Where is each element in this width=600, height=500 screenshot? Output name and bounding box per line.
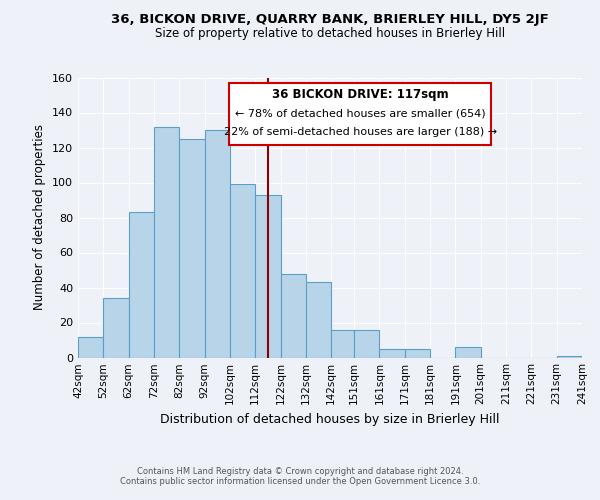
Text: Contains public sector information licensed under the Open Government Licence 3.: Contains public sector information licen…: [120, 477, 480, 486]
X-axis label: Distribution of detached houses by size in Brierley Hill: Distribution of detached houses by size …: [160, 413, 500, 426]
Bar: [103, 298, 128, 358]
Text: 36 BICKON DRIVE: 117sqm: 36 BICKON DRIVE: 117sqm: [272, 88, 449, 101]
Bar: [128, 212, 154, 358]
Bar: [179, 138, 205, 358]
Text: ← 78% of detached houses are smaller (654): ← 78% of detached houses are smaller (65…: [235, 109, 485, 119]
Text: 36, BICKON DRIVE, QUARRY BANK, BRIERLEY HILL, DY5 2JF: 36, BICKON DRIVE, QUARRY BANK, BRIERLEY …: [111, 12, 549, 26]
Bar: [455, 347, 481, 358]
Y-axis label: Number of detached properties: Number of detached properties: [34, 124, 46, 310]
Text: Contains HM Land Registry data © Crown copyright and database right 2024.: Contains HM Land Registry data © Crown c…: [137, 467, 463, 476]
Bar: [78, 336, 103, 357]
Bar: [354, 330, 379, 357]
Bar: [230, 184, 255, 358]
Text: 22% of semi-detached houses are larger (188) →: 22% of semi-detached houses are larger (…: [224, 128, 497, 138]
Bar: [379, 349, 405, 358]
Bar: [405, 349, 430, 358]
Bar: [306, 282, 331, 358]
Bar: [557, 356, 582, 358]
FancyBboxPatch shape: [229, 83, 491, 144]
Bar: [281, 274, 306, 357]
Bar: [255, 194, 281, 358]
Bar: [331, 330, 354, 357]
Bar: [205, 130, 230, 358]
Text: Size of property relative to detached houses in Brierley Hill: Size of property relative to detached ho…: [155, 28, 505, 40]
Bar: [154, 126, 179, 358]
